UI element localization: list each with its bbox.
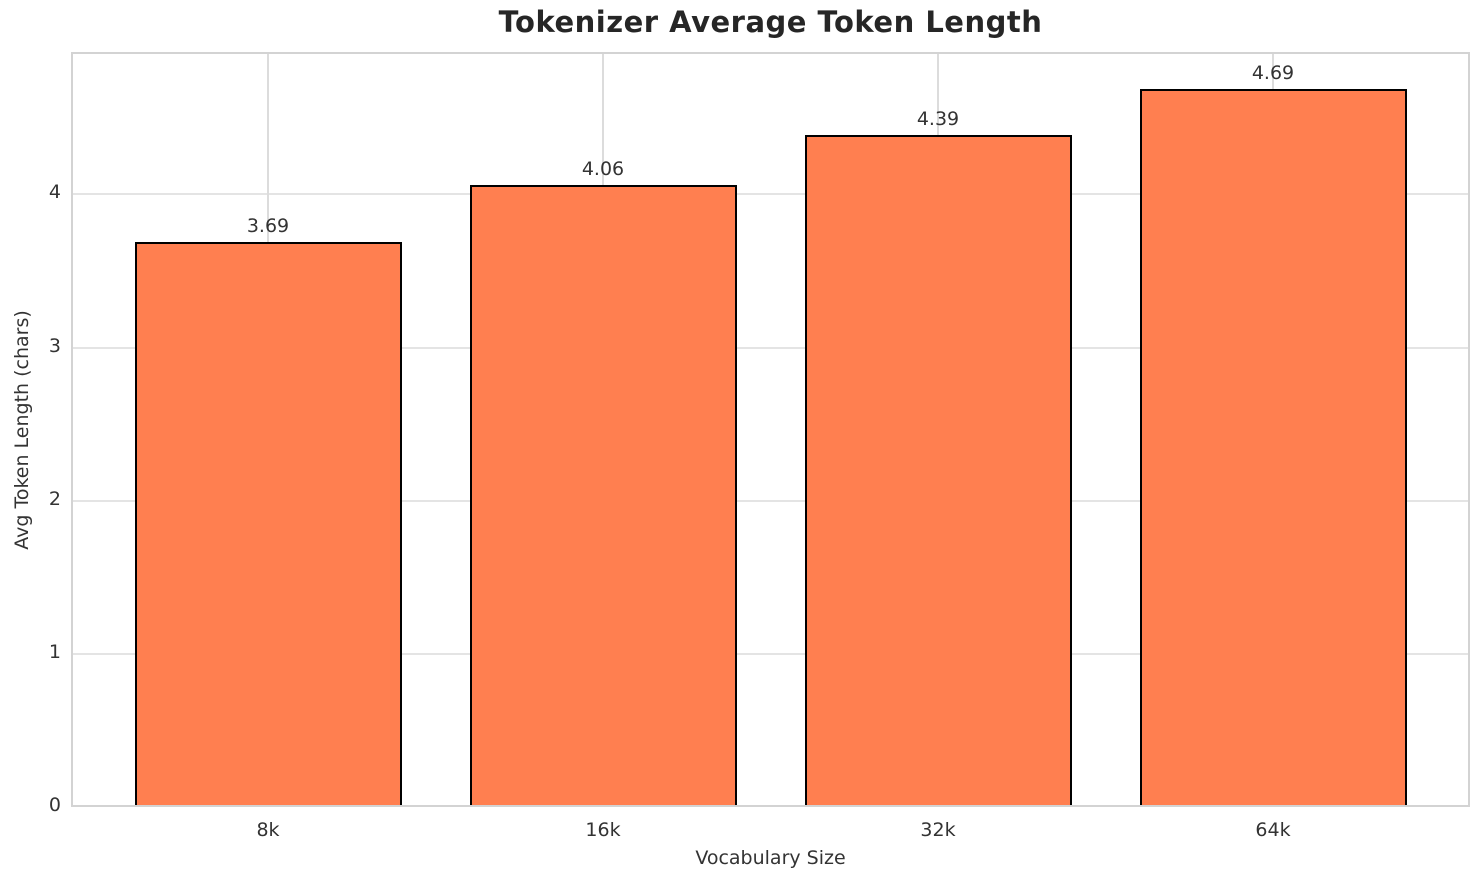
chart-title: Tokenizer Average Token Length [498,5,1043,39]
x-tick-label: 16k [585,819,621,841]
horizontal-gridline [71,499,1470,502]
bar-64k [1139,88,1407,807]
x-tick-label: 32k [920,819,956,841]
y-tick-label: 4 [48,181,61,204]
bar-32k [804,134,1072,807]
y-tick-label: 2 [48,487,61,510]
x-tick-label: 8k [256,819,280,841]
horizontal-gridline [71,193,1470,196]
horizontal-gridline [71,652,1470,655]
y-tick-label: 3 [48,334,61,357]
plot-area: 3.69 4.06 4.39 4.69 [71,52,1470,807]
y-axis-label: Avg Token Length (chars) [11,310,33,550]
x-tick-label: 64k [1255,819,1291,841]
bar-value-label: 4.06 [581,158,625,181]
bar-value-label: 3.69 [246,214,290,237]
bar-8k [134,241,402,807]
y-tick-label: 1 [48,640,61,663]
y-tick-label: 0 [48,794,61,816]
bar-16k [469,185,737,807]
bar-value-label: 4.39 [916,107,960,130]
x-axis-label: Vocabulary Size [695,847,846,869]
bar-value-label: 4.69 [1251,61,1295,84]
horizontal-gridline [71,346,1470,349]
